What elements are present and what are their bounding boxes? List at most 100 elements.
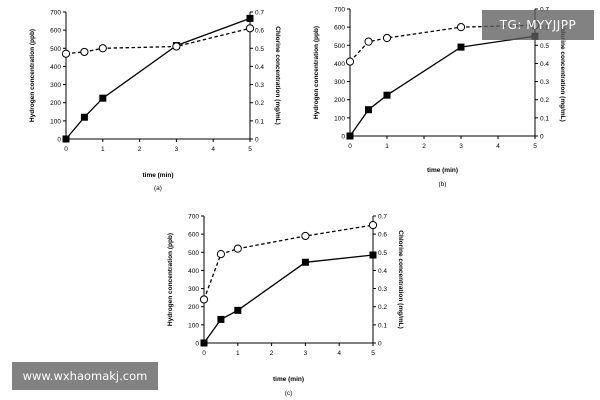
x-tick-label: 1 — [101, 146, 105, 153]
right-y-tick-label: 0.3 — [378, 286, 387, 293]
left-y-tick-label: 0 — [195, 341, 199, 348]
hydrogen-data-point — [80, 113, 88, 121]
right-y-tick-label: 0.5 — [540, 43, 549, 50]
right-y-axis-label: Chlorine concentration (mg/mL) — [559, 23, 566, 122]
left-y-tick-label: 100 — [50, 118, 61, 125]
hydrogen-data-point — [246, 14, 254, 22]
right-y-tick-label: 0.6 — [378, 232, 387, 239]
chlorine-data-point — [301, 231, 310, 241]
left-y-tick-label: 500 — [50, 46, 61, 53]
right-y-tick-label: 0.5 — [378, 250, 387, 257]
hydrogen-series-line — [65, 17, 251, 140]
x-tick-label: 3 — [304, 350, 308, 357]
chlorine-data-point — [245, 24, 255, 33]
x-tick-label: 5 — [248, 146, 252, 153]
chlorine-data-point — [98, 44, 107, 53]
panel-label: (a) — [154, 185, 162, 192]
right-y-tick-label: 0.1 — [378, 322, 387, 329]
chlorine-data-point — [368, 220, 378, 230]
chlorine-data-point — [61, 49, 71, 58]
left-y-tick-label: 400 — [188, 268, 199, 275]
chart-panel-1: 0 100 200 300 400 500 600 700 0 0.1 0.2 0.3 0.4 0.5 0.… — [29, 10, 281, 193]
left-y-tick-label: 300 — [50, 82, 61, 89]
x-tick-label: 1 — [385, 143, 389, 150]
x-tick-label: 4 — [337, 350, 341, 357]
right-y-tick-label: 0.3 — [255, 82, 264, 89]
chlorine-series-line — [65, 27, 251, 55]
chlorine-data-point — [456, 23, 466, 32]
left-y-tick-label: 500 — [188, 250, 199, 257]
hydrogen-series-line — [349, 35, 536, 137]
right-y-tick-label: 0.1 — [255, 118, 264, 125]
right-y-tick-label: 0.2 — [255, 100, 264, 107]
panel-label: (b) — [439, 181, 447, 188]
right-y-tick-label: 0 — [540, 134, 544, 141]
left-y-tick-label: 600 — [50, 28, 61, 35]
x-tick-label: 0 — [64, 146, 68, 153]
hydrogen-series-line — [203, 254, 374, 344]
left-y-tick-label: 300 — [188, 286, 199, 293]
left-y-tick-label: 700 — [188, 214, 199, 221]
x-tick-label: 1 — [236, 350, 240, 357]
hydrogen-data-point — [346, 132, 354, 140]
left-y-tick-label: 0 — [341, 134, 345, 141]
right-y-tick-label: 0.7 — [378, 214, 387, 221]
watermark-bottom-left: www.wxhaomakj.com — [12, 362, 158, 390]
right-y-tick-label: 0.7 — [255, 10, 264, 17]
chlorine-data-point — [216, 250, 225, 259]
right-y-tick-label: 0.5 — [255, 46, 264, 53]
x-tick-label: 3 — [175, 146, 179, 153]
right-y-tick-label: 0.4 — [378, 268, 387, 275]
left-y-tick-label: 700 — [50, 10, 61, 17]
hydrogen-data-point — [234, 306, 242, 314]
right-y-tick-label: 0 — [378, 341, 382, 348]
left-y-tick-label: 0 — [57, 137, 61, 144]
panel-label: (c) — [285, 390, 293, 397]
chlorine-data-point — [382, 33, 392, 43]
hydrogen-data-point — [365, 106, 372, 114]
chlorine-data-point — [364, 37, 373, 46]
x-tick-label: 2 — [138, 146, 142, 153]
right-y-tick-label: 0.2 — [540, 97, 549, 104]
hydrogen-data-point — [369, 251, 377, 259]
x-tick-label: 4 — [496, 143, 500, 150]
x-tick-label: 3 — [459, 143, 463, 150]
left-y-tick-label: 600 — [188, 232, 199, 239]
watermark-top-right: TG: MYYJJPP — [482, 10, 594, 40]
hydrogen-data-point — [457, 43, 465, 51]
hydrogen-data-point — [383, 91, 391, 99]
right-y-tick-label: 0.4 — [255, 64, 264, 71]
x-axis-label: time (min) — [427, 167, 458, 174]
left-y-tick-label: 100 — [334, 115, 345, 122]
right-y-tick-label: 0.2 — [378, 304, 387, 311]
hydrogen-data-point — [62, 135, 70, 143]
left-y-tick-label: 200 — [334, 97, 345, 104]
left-y-tick-label: 200 — [188, 304, 199, 311]
chlorine-data-point — [345, 57, 355, 66]
hydrogen-data-point — [99, 94, 107, 102]
left-y-tick-label: 500 — [334, 43, 345, 50]
x-tick-label: 2 — [270, 350, 274, 357]
x-tick-label: 2 — [422, 143, 426, 150]
left-y-tick-label: 300 — [334, 79, 345, 86]
x-axis-label: time (min) — [142, 172, 173, 179]
right-y-axis-label: Chlorine concentration (mg/mL) — [274, 26, 281, 125]
x-tick-label: 4 — [211, 146, 215, 153]
x-tick-label: 0 — [348, 143, 352, 150]
left-y-tick-label: 200 — [50, 100, 61, 107]
right-y-tick-label: 0 — [255, 137, 259, 144]
left-y-tick-label: 400 — [334, 61, 345, 68]
x-tick-label: 5 — [533, 143, 537, 150]
chart-panel-3: 0 100 200 300 400 500 600 700 0 0.1 0.2 0.3 0.4 0.5 0.… — [167, 214, 404, 398]
right-y-axis-label: Chlorine concentration (mg/mL) — [397, 230, 404, 329]
chlorine-data-point — [80, 47, 89, 57]
hydrogen-data-point — [200, 339, 208, 347]
left-y-tick-label: 700 — [334, 7, 345, 14]
right-y-tick-label: 0.6 — [255, 28, 264, 35]
chlorine-series-line — [203, 224, 374, 300]
x-tick-label: 0 — [202, 350, 206, 357]
left-y-axis-label: Hydrogen concentration (ppb) — [29, 29, 36, 122]
left-y-tick-label: 400 — [50, 64, 61, 71]
left-y-tick-label: 600 — [334, 25, 345, 32]
